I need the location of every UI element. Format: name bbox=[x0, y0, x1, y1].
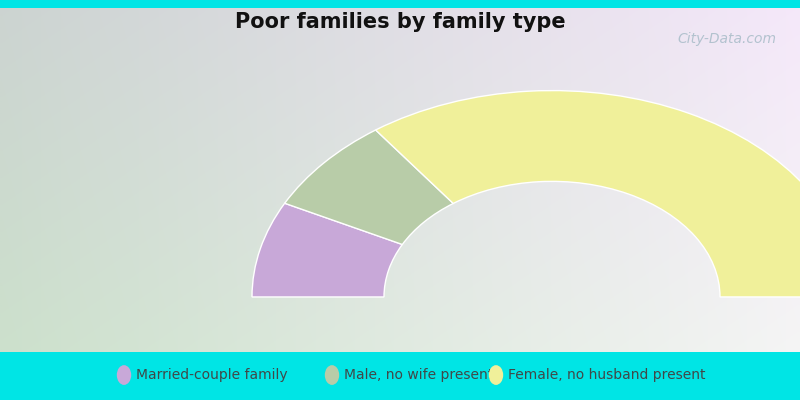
Text: Poor families by family type: Poor families by family type bbox=[234, 12, 566, 32]
Text: Male, no wife present: Male, no wife present bbox=[344, 368, 494, 382]
Text: Married-couple family: Married-couple family bbox=[136, 368, 288, 382]
Text: Female, no husband present: Female, no husband present bbox=[508, 368, 706, 382]
Ellipse shape bbox=[489, 365, 503, 385]
Wedge shape bbox=[376, 90, 800, 297]
Ellipse shape bbox=[325, 365, 339, 385]
Text: City-Data.com: City-Data.com bbox=[677, 32, 776, 46]
Wedge shape bbox=[252, 203, 402, 297]
Ellipse shape bbox=[117, 365, 131, 385]
Wedge shape bbox=[285, 130, 454, 244]
